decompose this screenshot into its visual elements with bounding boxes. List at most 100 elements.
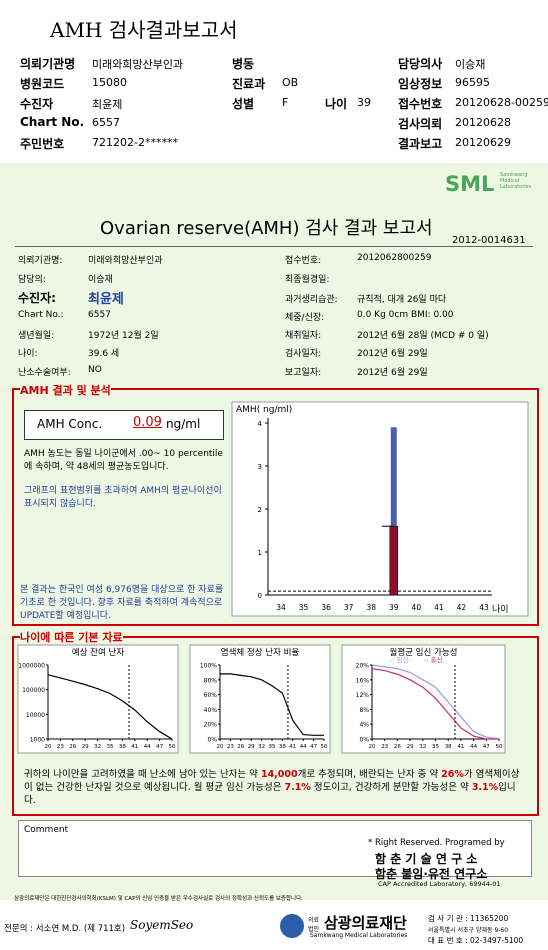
y-tick-label: 0% (359, 737, 369, 744)
x-tick-label: 29 (248, 744, 255, 750)
field-label: 나이 (325, 97, 348, 111)
signature: SoyemSeo (130, 918, 194, 932)
code: 검 사 기 관 : 11365200 (428, 914, 509, 923)
line (47, 674, 173, 740)
comment-box (18, 820, 532, 877)
x-tick-label: 50 (496, 744, 503, 750)
info-label: 담당의: (18, 275, 46, 285)
summary-part: 개로 추정되며, 배란되는 난자 중 약 (297, 769, 442, 780)
field-label: 담당의사 (398, 57, 443, 71)
field-value: 96595 (455, 76, 490, 89)
info-value: 0.0 Kg 0cm BMI: 0.00 (357, 310, 454, 320)
cap: CAP Accredited Laboratory, 69944-01 (378, 880, 501, 888)
report-number: 2012-0014631 (452, 235, 526, 246)
percentile-bar (389, 525, 399, 596)
y-tick-label: 3 (258, 463, 262, 471)
rule (15, 246, 533, 247)
org: 삼광의료재단 (324, 914, 407, 932)
x-tick-label: 23 (227, 744, 234, 750)
info-label: 최종월경일: (285, 275, 330, 285)
header-title: AMH 검사결과보고서 (50, 18, 238, 42)
info-label: 채취일자: (285, 331, 322, 341)
field-label: 접수번호 (398, 97, 443, 111)
x-tick-label: 20 (369, 744, 376, 750)
x-tick-label: 44 (300, 744, 307, 750)
y-tick-label: 10000 (26, 712, 45, 719)
field-value: 721202-2****** (92, 136, 178, 149)
field-label: 성별 (232, 97, 255, 111)
info-value: 미래와희망산부인과 (88, 256, 163, 266)
info-label: 난소수술여부: (18, 368, 71, 378)
y-tick-label: 1 (258, 549, 262, 557)
summary-part: 귀하의 나이만을 고려하였을 때 난소에 남아 있는 난자는 약 (24, 769, 261, 780)
x-tick-label: 26 (69, 744, 76, 750)
summary: 귀하의 나이만을 고려하였을 때 난소에 남아 있는 난자는 약 14,000개… (24, 768, 524, 807)
x-tick-label: 47 (483, 744, 490, 750)
x-tick-label: 35 (107, 744, 114, 750)
x-tick-label: 36 (321, 603, 331, 612)
legend-entry: -: 임신- (390, 655, 412, 664)
x-tick-label: 29 (407, 744, 414, 750)
info-label: 과거생리습관: (285, 295, 338, 305)
x-tick-label: 20 (45, 744, 52, 750)
y-tick-label: 100000 (22, 687, 45, 694)
x-tick-label: 32 (258, 744, 265, 750)
chart-panel (341, 644, 506, 754)
x-tick-label: 32 (419, 744, 426, 750)
conc-label: AMH Conc. (37, 417, 103, 431)
field-value: 15080 (92, 76, 127, 89)
phone: 대 표 번 호 : 02-3497-5100 (428, 936, 524, 945)
org-type: 의료법인 (308, 917, 320, 933)
y-tick-label: 1000000 (18, 663, 45, 670)
section-title: 나이에 따른 기본 자료 (20, 629, 123, 645)
x-tick-label: 34 (276, 603, 286, 612)
x-tick-label: 29 (82, 744, 89, 750)
field-value: 20120628 (455, 116, 511, 129)
doctor: 전문의 : 서소연 M.D. (제 711호) (4, 924, 126, 934)
y-tick-label: 0% (207, 737, 217, 744)
chart-panel (231, 401, 529, 617)
info-value: 규칙적, 대개 26일 마다 (357, 295, 447, 305)
summary-part: 14,000 (260, 769, 298, 780)
y-tick-label: 0 (258, 592, 262, 600)
chart-title: 월평균 임신 가능성 (390, 647, 458, 658)
chart-title: 염색체 정상 난자 비율 (221, 647, 300, 658)
x-tick-label: 35 (432, 744, 439, 750)
info-label: 수진자: (18, 291, 56, 305)
line (371, 668, 499, 740)
x-tick-label: 50 (169, 744, 176, 750)
info-value: 6557 (88, 310, 111, 320)
y-tick-label: 60% (204, 692, 218, 699)
x-tick-label: 38 (119, 744, 126, 750)
field-label: 주민번호 (20, 137, 65, 151)
info-value: 최윤제 (88, 292, 124, 307)
amh-note: 본 결과는 한국인 여성 6,976명을 대상으로 한 자료를 기초로 한 것입… (20, 585, 224, 621)
field-label: 수진자 (20, 97, 54, 111)
field-value: OB (282, 76, 299, 89)
x-axis-label: 나이 (492, 604, 509, 615)
info-label: 접수번호: (285, 256, 322, 266)
basic-box (12, 636, 539, 816)
conc-unit: ng/ml (166, 417, 201, 431)
x-tick-label: 38 (366, 603, 376, 612)
info-label: 검사일자: (285, 349, 322, 359)
report-title: Ovarian reserve(AMH) 검사 결과 보고서 (100, 218, 433, 239)
field-value: 6557 (92, 116, 120, 129)
legend-entry: -: 출산 (424, 655, 443, 664)
rights: * Right Reserved. Programed by (368, 838, 505, 848)
x-tick-label: 37 (344, 603, 354, 612)
address: 서울특별시 서초구 양재동 9-60 (428, 927, 509, 934)
summary-part: 3.1% (471, 782, 499, 793)
field-value: 20120629 (455, 136, 511, 149)
x-tick-label: 39 (389, 603, 399, 612)
info-value: 1972년 12월 2일 (88, 331, 159, 341)
y-tick-label: 80% (204, 677, 218, 684)
org-icon (280, 914, 304, 938)
x-tick-label: 20 (217, 744, 224, 750)
summary-part: 가 염색체이상이 없는 건강한 난자일 것으로 예상됩니다. 월 평균 임신 가… (24, 769, 520, 793)
y-tick-label: 1000 (30, 737, 45, 744)
y-tick-label: 4 (258, 420, 263, 428)
field-label: 병원코드 (20, 77, 65, 91)
